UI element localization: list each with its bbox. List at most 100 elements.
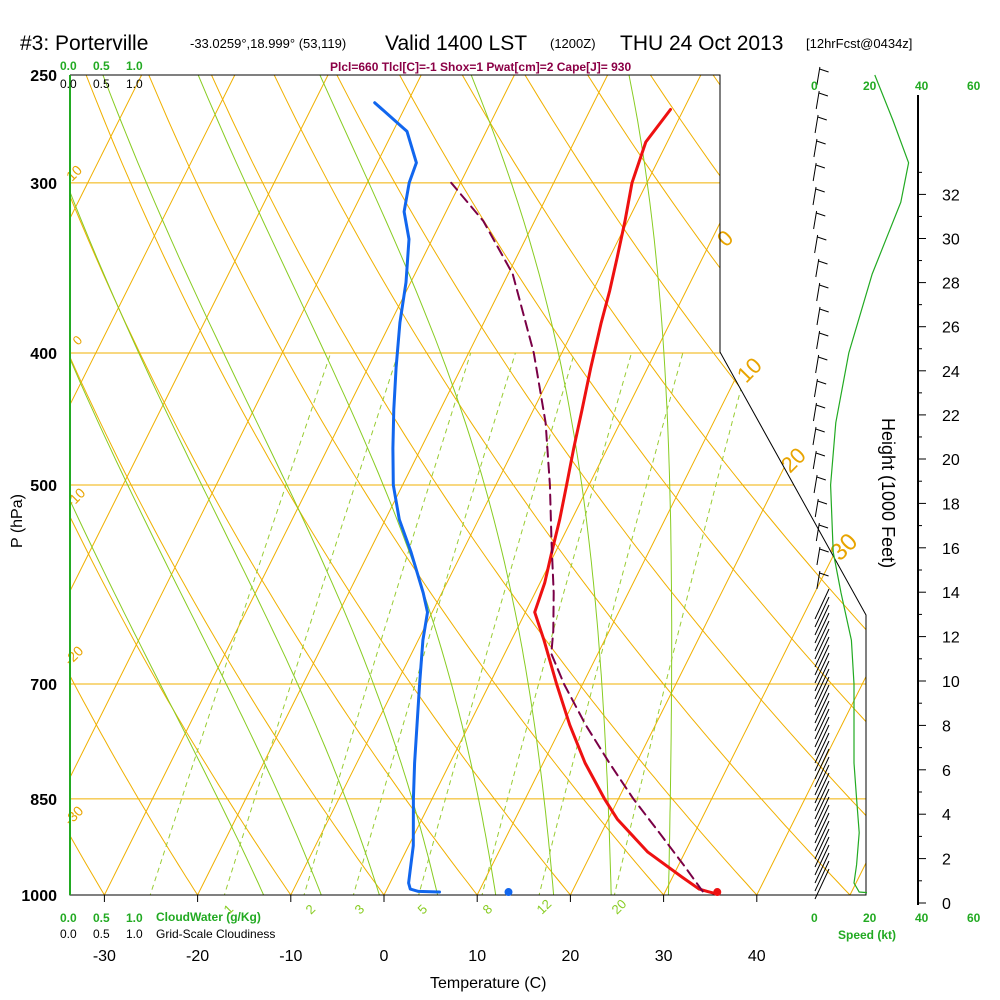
moist-adiabat-line [70,75,389,895]
wind-barb [814,828,830,860]
wind-barb [815,354,820,374]
wind-barb-flag [817,236,827,241]
pressure-axis: 250 300 400 500 700 850 1000 [21,68,57,905]
wind-barb [814,868,830,900]
wind-barb [814,660,830,692]
wind-barb [814,772,830,804]
wind-barb-flag [816,140,826,145]
moist-adiabat-line [70,75,277,895]
wind-barb-flag [816,404,826,409]
height-tick-label: 16 [942,541,960,558]
mixing-ratio-labels: 1 2 3 5 8 12 20 [221,896,630,917]
x-axis-label: Temperature (C) [430,975,546,992]
temperature-tick-label: 30 [655,948,673,965]
dry-adiabat-line [510,75,866,895]
pressure-tick-label: 1000 [21,888,57,905]
wind-barb [816,546,821,566]
mixing-ratio-line [214,352,399,895]
wind-barb [814,740,830,772]
isotherm-label: -20 [61,642,87,668]
mixing-ratio-label: 12 [534,896,555,917]
dry-adiabat-line [634,75,866,895]
height-tick-label: 30 [942,232,960,249]
height-tick-label: 10 [942,674,960,691]
wind-barb-flag [817,500,828,505]
wind-barb [814,620,830,652]
isotherm-label: -30 [61,802,87,828]
wind-barb [814,748,830,780]
mixing-ratio-line [607,352,751,895]
valid-time: Valid 1400 LST [385,32,527,55]
wind-barb [812,426,817,446]
wind-barb [814,596,830,628]
temperature-tick-label: 40 [748,948,766,965]
height-axis-label: Height (1000 Feet) [878,418,898,568]
isotherm-line [70,75,422,895]
moist-adiabat-line [460,75,613,895]
mixing-ratio-line [473,352,632,895]
moist-adiabat-line [308,75,557,895]
wind-barb-flag [819,332,829,337]
wind-barb [814,732,830,764]
isotherm-line [197,75,609,895]
speed-axis-label: Speed (kt) [838,928,896,942]
height-tick-label: 0 [942,896,951,913]
height-tick-label: 32 [942,187,960,204]
height-tick-label: 8 [942,718,951,735]
temperature-tick-label: -20 [186,948,209,965]
wind-barb [815,258,820,278]
height-tick-label: 6 [942,763,951,780]
wind-barb [814,668,830,700]
isotherm-label: 20 [776,443,811,478]
wind-barb [814,234,819,254]
wind-barb [816,570,821,590]
wind-speed-profile [829,74,910,894]
wind-barb [814,652,830,684]
wind-barb-flag [819,308,829,313]
cloudiness-label: Grid-Scale Cloudiness [156,927,275,941]
wind-barb [814,844,830,876]
mixing-ratio-line [531,352,684,895]
wind-barb [814,692,830,724]
wind-barb [814,836,830,868]
speed-tick-label-bottom: 20 [863,911,877,925]
station-title: #3: Porterville [20,32,148,55]
wind-barb [813,474,818,494]
mixing-ratio-label: 20 [609,896,630,917]
wind-barb [814,820,830,852]
temperature-surface-dot [713,888,722,897]
wind-speed-line [829,74,910,894]
dry-adiabat-line [76,75,595,895]
wind-barb [814,498,819,518]
dry-adiabat-line [572,75,866,895]
wind-barb [814,812,830,844]
wind-barb [814,764,830,796]
height-tick-label: 20 [942,452,960,469]
wind-barb [814,604,830,636]
dry-adiabat-line [70,75,123,895]
temperature-tick-label: 0 [380,948,389,965]
wind-barb [814,780,830,812]
dry-adiabat-line [448,75,866,895]
wind-barb [812,186,817,206]
mixing-ratio-line [344,352,516,895]
dry-adiabat-line [70,75,217,895]
dry-adiabat-line [70,75,312,895]
wind-barb [814,804,830,836]
pressure-tick-label: 700 [30,677,57,694]
height-tick-label: 14 [942,585,960,602]
speed-tick-label-top: 20 [863,79,877,93]
wind-barb-flag [816,212,826,217]
height-tick-label: 28 [942,276,960,293]
wind-barb-flag [819,284,829,289]
wind-barb [814,788,830,820]
pressure-tick-label: 400 [30,346,57,363]
wind-barb-flag [818,524,829,529]
dewpoint-line [373,101,441,894]
isotherm-label: 0 [712,225,738,251]
temperature-tick-label: 20 [562,948,580,965]
wind-barb [814,724,830,756]
sounding-params: Plcl=660 Tlcl[C]=-1 Shox=1 Pwat[cm]=2 Ca… [330,60,631,74]
dry-adiabat-line [70,75,406,895]
